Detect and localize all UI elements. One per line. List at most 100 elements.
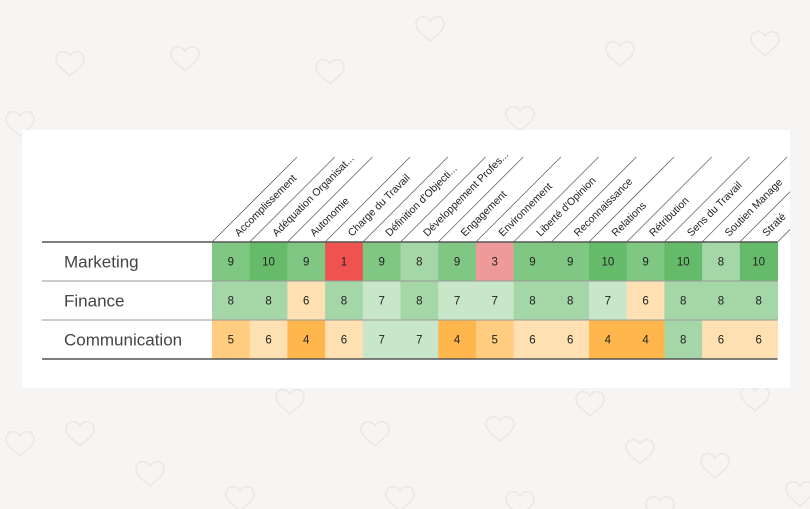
heart-icon xyxy=(415,15,445,43)
heatmap-cell xyxy=(400,281,439,320)
cell-value: 8 xyxy=(718,296,724,308)
column-divider xyxy=(211,156,298,243)
column-divider xyxy=(249,156,335,243)
cell-value: 6 xyxy=(755,335,761,347)
heatmap-cell xyxy=(438,242,477,281)
heart-icon xyxy=(785,480,810,508)
cell-value: 4 xyxy=(303,335,310,347)
heatmap-cell xyxy=(249,281,288,320)
heatmap-cell xyxy=(702,242,741,281)
heatmap-cell xyxy=(212,281,251,320)
cell-value: 7 xyxy=(605,296,611,308)
cell-value: 4 xyxy=(454,335,461,347)
heatmap-cell xyxy=(664,281,703,320)
cell-value: 8 xyxy=(718,257,724,269)
heatmap-cell xyxy=(475,281,515,320)
cell-value: 10 xyxy=(601,257,614,269)
cell-value: 9 xyxy=(228,257,234,269)
cell-value: 8 xyxy=(680,335,686,347)
cell-value: 8 xyxy=(680,296,686,308)
cell-value: 8 xyxy=(755,296,761,308)
heart-icon xyxy=(315,58,345,86)
heatmap-cell xyxy=(664,320,703,359)
heatmap-cell xyxy=(362,320,401,359)
heatmap-cell xyxy=(438,281,477,320)
heart-icon xyxy=(505,490,535,509)
cell-value: 7 xyxy=(378,296,384,308)
column-divider xyxy=(400,156,486,243)
column-label: Charge du Travail xyxy=(346,172,413,239)
heart-icon xyxy=(700,452,730,480)
heatmap-cell xyxy=(739,281,778,320)
column-divider xyxy=(324,156,411,243)
cell-value: 5 xyxy=(228,335,234,347)
cell-value: 8 xyxy=(567,296,573,308)
cell-value: 6 xyxy=(642,296,648,308)
heatmap-cell xyxy=(362,281,401,320)
column-divider xyxy=(626,156,712,243)
cell-value: 3 xyxy=(492,257,498,269)
column-divider xyxy=(551,156,637,243)
column-divider xyxy=(362,156,449,243)
heatmap-cell xyxy=(513,242,552,281)
column-label: Rétribution xyxy=(647,195,692,240)
heart-icon xyxy=(575,390,605,418)
cell-value: 7 xyxy=(454,296,460,308)
heatmap-cell xyxy=(400,320,439,359)
heatmap-cell xyxy=(664,242,703,281)
heart-icon xyxy=(385,485,415,509)
cell-value: 9 xyxy=(454,257,460,269)
heatmap-cell xyxy=(249,320,288,359)
heatmap-cell xyxy=(739,320,778,359)
cell-value: 6 xyxy=(718,335,724,347)
heart-icon xyxy=(170,45,200,73)
cell-value: 6 xyxy=(265,335,271,347)
heatmap-cell xyxy=(513,320,552,359)
heatmap-cell xyxy=(626,281,665,320)
column-divider xyxy=(664,156,750,243)
heatmap-cell xyxy=(438,320,477,359)
cell-value: 8 xyxy=(341,296,347,308)
heart-icon xyxy=(485,415,515,443)
column-divider xyxy=(777,228,790,243)
heart-icon xyxy=(5,110,35,138)
heart-icon xyxy=(750,30,780,58)
column-divider xyxy=(475,156,562,243)
cell-value: 8 xyxy=(416,296,422,308)
heatmap-cell xyxy=(400,242,439,281)
column-label: Définition d'Objecti... xyxy=(383,163,459,239)
heatmap-cell xyxy=(513,281,552,320)
heart-icon xyxy=(740,385,770,413)
heatmap-card: Accomplissement Adéquation Organisat... Au… xyxy=(22,130,790,388)
heatmap-cell xyxy=(589,320,628,359)
heatmap-cell xyxy=(551,242,590,281)
heatmap-cell xyxy=(739,242,778,281)
cell-value: 7 xyxy=(416,335,422,347)
heart-icon xyxy=(605,40,635,68)
cell-value: 6 xyxy=(303,296,309,308)
cell-value: 9 xyxy=(378,257,384,269)
heatmap-cell xyxy=(362,242,401,281)
column-label: Accomplissement xyxy=(232,172,299,239)
heart-icon xyxy=(5,430,35,458)
heatmap-cell xyxy=(325,242,364,281)
heatmap-cell xyxy=(475,320,515,359)
cell-value: 10 xyxy=(262,257,275,269)
cell-value: 9 xyxy=(642,257,648,269)
cell-value: 4 xyxy=(605,335,612,347)
cell-value: 9 xyxy=(529,257,535,269)
heatmap-cell xyxy=(325,320,364,359)
heatmap-cell xyxy=(287,242,326,281)
heatmap-cell xyxy=(626,320,665,359)
row-label: Marketing xyxy=(64,253,139,272)
heatmap-cell xyxy=(551,281,590,320)
cell-value: 8 xyxy=(228,296,234,308)
column-divider xyxy=(739,191,790,243)
heatmap-cell xyxy=(551,320,590,359)
heatmap-cell xyxy=(626,242,665,281)
heatmap-cell xyxy=(589,242,628,281)
cell-value: 10 xyxy=(677,257,690,269)
heatmap-cell xyxy=(287,281,326,320)
heart-icon xyxy=(275,388,305,416)
column-divider xyxy=(513,156,599,243)
